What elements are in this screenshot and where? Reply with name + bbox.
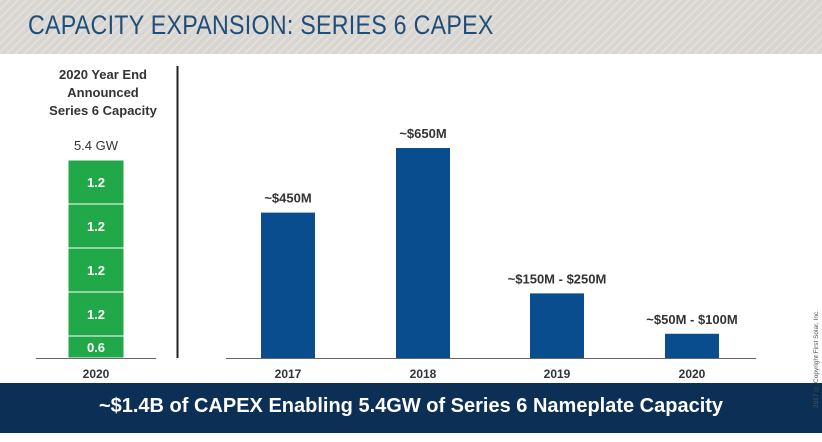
capex-bar: [261, 212, 315, 358]
capex-x-tick: 2017: [275, 367, 302, 381]
capacity-stacked-chart: 2020 Year End Announced Series 6 Capacit…: [36, 67, 158, 381]
capex-bars: ~$450M 2017 ~$650M 2018 ~$150M - $250M 2019 ~$…: [261, 126, 738, 381]
left-x-tick: 2020: [83, 367, 110, 381]
capacity-segment: [67, 159, 125, 205]
capex-bar: [396, 148, 450, 358]
title-bar: CAPACITY EXPANSION: SERIES 6 CAPEX: [0, 0, 822, 54]
page-title: CAPACITY EXPANSION: SERIES 6 CAPEX: [28, 10, 494, 40]
capacity-segment-label: 0.6: [87, 340, 105, 355]
left-chart-title-line-1: 2020 Year End: [59, 67, 147, 82]
capex-bar-chart: ~$450M 2017 ~$650M 2018 ~$150M - $250M 2019 ~$…: [226, 126, 756, 381]
capacity-segment-label: 1.2: [87, 263, 105, 278]
capacity-stack: 0.6 1.2 1.2 1.2 1.2: [67, 159, 125, 359]
capex-bar: [665, 333, 719, 358]
left-chart-title-line-2: Announced: [67, 85, 139, 100]
capex-data-label: ~$150M - $250M: [508, 271, 607, 286]
capex-data-label: ~$50M - $100M: [646, 312, 737, 327]
footer-banner: ~$1.4B of CAPEX Enabling 5.4GW of Series…: [0, 383, 822, 433]
capex-data-label: ~$650M: [399, 126, 446, 141]
capacity-segment-label: 1.2: [87, 219, 105, 234]
capacity-segment-label: 1.2: [87, 175, 105, 190]
capex-x-tick: 2020: [679, 367, 706, 381]
total-capacity-label: 5.4 GW: [74, 138, 119, 153]
capex-x-tick: 2019: [544, 367, 571, 381]
capacity-segment-label: 1.2: [87, 307, 105, 322]
capacity-segment: [67, 291, 125, 337]
footer-message: ~$1.4B of CAPEX Enabling 5.4GW of Series…: [98, 395, 724, 417]
copyright-notice: 2017 © Copyright First Solar, Inc.: [813, 310, 820, 409]
capex-x-tick: 2018: [410, 367, 437, 381]
capex-data-label: ~$450M: [264, 191, 311, 206]
capex-bar: [530, 293, 584, 358]
left-chart-title-line-3: Series 6 Capacity: [49, 103, 157, 118]
